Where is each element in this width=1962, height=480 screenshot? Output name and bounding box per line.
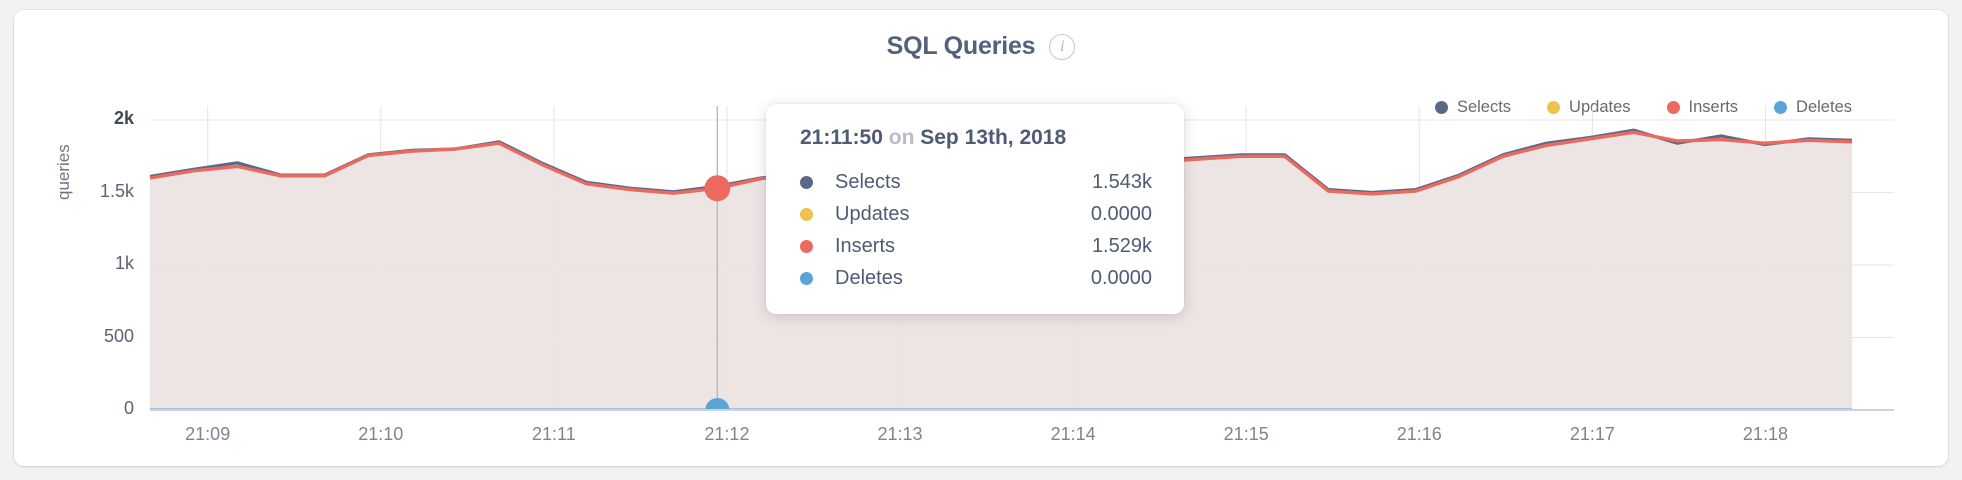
x-tick-label: 21:12 [704, 424, 750, 444]
legend-item-inserts[interactable]: Inserts [1666, 98, 1739, 117]
y-tick-label: 1.5k [99, 180, 134, 201]
y-tick-label: 500 [103, 325, 134, 346]
tooltip-series-name: Selects [835, 170, 901, 193]
legend-item-selects[interactable]: Selects [1434, 98, 1512, 117]
tooltip-on-word: on [888, 126, 915, 149]
tooltip-row-selects: Selects 1.543k [800, 166, 1152, 198]
x-tick-label: 21:14 [1050, 424, 1096, 444]
legend-label: Inserts [1688, 98, 1739, 116]
legend-label: Selects [1456, 98, 1512, 116]
chart-legend: Selects Updates Inserts Deletes [1434, 98, 1852, 117]
legend-dot-updates-icon [1547, 101, 1561, 114]
x-tick-label: 21:09 [185, 424, 231, 444]
y-tick-label: 2k [113, 108, 134, 128]
y-tick-label: 1k [114, 253, 134, 273]
tooltip-date: Sep 13th, 2018 [920, 126, 1067, 149]
info-icon[interactable]: i [1049, 33, 1076, 60]
tooltip-series-value: 0.0000 [1090, 266, 1152, 289]
legend-dot-deletes-icon [1774, 101, 1788, 114]
x-tick-label: 21:10 [358, 424, 404, 444]
x-tick-label: 21:17 [1569, 424, 1615, 444]
x-tick-label: 21:15 [1223, 424, 1269, 444]
legend-item-updates[interactable]: Updates [1547, 98, 1631, 117]
x-tick-label: 21:16 [1396, 424, 1442, 444]
legend-dot-selects-icon [1434, 101, 1448, 114]
legend-dot-inserts-icon [1666, 101, 1680, 114]
x-tick-label: 21:11 [532, 424, 576, 444]
x-tick-label: 21:18 [1742, 424, 1788, 444]
hover-marker-inserts [704, 175, 731, 202]
legend-label: Deletes [1796, 98, 1852, 116]
axis-mask [150, 411, 1894, 437]
chart-header: SQL Queries i [14, 32, 1948, 61]
y-tick-label: 0 [123, 398, 134, 418]
tooltip-row-deletes: Deletes 0.0000 [800, 262, 1152, 294]
tooltip-time: 21:11:50 [800, 126, 883, 149]
tooltip-series-value: 0.0000 [1090, 202, 1152, 225]
tooltip-dot-inserts-icon [800, 239, 813, 253]
legend-label: Updates [1569, 98, 1631, 116]
tooltip-row-updates: Updates 0.0000 [800, 198, 1152, 230]
tooltip-rows: Selects 1.543k Updates 0.0000 Inserts 1.529k D… [800, 166, 1152, 294]
tooltip-series-name: Inserts [835, 234, 896, 257]
tooltip-series-name: Deletes [835, 266, 903, 289]
tooltip-series-value: 1.529k [1091, 234, 1152, 257]
tooltip-series-value: 1.543k [1091, 170, 1152, 193]
tooltip-dot-updates-icon [800, 207, 813, 221]
legend-item-deletes[interactable]: Deletes [1774, 98, 1852, 117]
tooltip-timestamp: 21:11:50 on Sep 13th, 2018 [800, 126, 1152, 150]
tooltip-dot-deletes-icon [800, 271, 813, 285]
tooltip-row-inserts: Inserts 1.529k [800, 230, 1152, 262]
sql-queries-chart-card: SQL Queries i Selects Updates Inserts Delet… [14, 10, 1948, 466]
hover-tooltip: 21:11:50 on Sep 13th, 2018 Selects 1.543k… [766, 104, 1184, 314]
x-tick-label: 21:13 [877, 424, 923, 444]
page-title: SQL Queries [886, 32, 1036, 60]
tooltip-series-name: Updates [835, 202, 910, 225]
tooltip-dot-selects-icon [800, 175, 813, 189]
